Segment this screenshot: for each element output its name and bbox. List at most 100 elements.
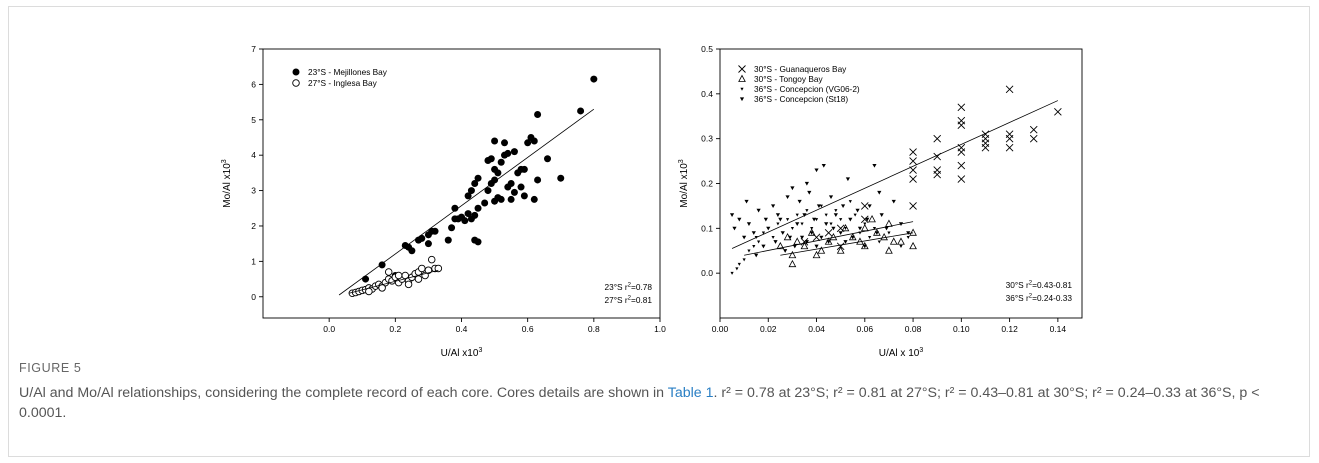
data-point [872,227,877,231]
data-point [471,211,479,219]
data-point [897,237,905,245]
data-point [790,227,794,231]
x-tick-label: 0.04 [808,324,825,334]
x-tick-label: 0.08 [905,324,922,334]
data-point [841,223,850,232]
data-point [464,192,472,200]
regression-line [348,269,439,294]
data-point [504,149,512,157]
data-point [751,231,756,235]
y-tick-label: 0.4 [701,89,713,99]
data-point [504,183,512,191]
data-point [534,110,542,118]
data-point [517,183,525,191]
y-tick-label: 1 [251,256,256,266]
data-point [461,217,469,225]
series-2 [348,255,443,297]
data-point [467,187,475,195]
data-point [885,219,893,227]
data-point [790,186,795,191]
data-point [434,264,443,273]
data-point [770,204,776,209]
data-point [909,202,917,210]
data-point [933,170,942,179]
data-point [763,217,768,222]
data-point [809,231,814,235]
data-point [909,148,917,156]
legend-label: 30°S - Guanaqueros Bay [754,64,847,74]
data-point [788,259,797,268]
data-point [807,190,812,195]
data-point [800,222,804,226]
data-point [800,241,809,250]
data-point [889,237,898,245]
data-point [860,223,869,232]
data-point [474,174,482,182]
data-point [860,241,869,250]
regression-line [338,108,595,296]
data-point [501,139,509,147]
data-point [510,188,518,196]
data-point [408,247,416,255]
data-point [1054,107,1062,116]
data-point [494,169,502,177]
data-point [839,218,843,222]
data-point [761,231,766,235]
data-point [737,217,742,222]
r2-annotation-value: =0.24-0.33 [1032,293,1072,303]
y-tick-label: 0.5 [701,44,713,54]
figure-caption: U/Al and Mo/Al relationships, considerin… [19,383,1289,423]
data-point [775,213,781,217]
data-point [865,217,870,222]
data-point [418,264,426,273]
data-point [1005,85,1014,94]
data-point [464,210,472,218]
x-axis-title: U/Al x 103 [879,347,924,359]
legend-marker [738,65,746,73]
data-point [384,268,393,276]
data-point [819,235,824,240]
data-point [845,177,851,182]
data-point [742,258,746,262]
x-tick-label: 0.06 [857,324,874,334]
data-point [510,148,518,156]
data-point [853,213,857,217]
data-point [776,241,785,250]
data-point [802,213,807,217]
data-point [362,275,370,283]
data-point [855,208,860,213]
data-point [780,231,785,235]
data-point [812,250,821,259]
data-point [909,241,917,250]
data-point [746,222,752,226]
data-point [812,233,821,242]
x-tick-label: 0.14 [1050,324,1067,334]
data-point [800,237,809,246]
x-tick-label: 0.8 [588,324,600,334]
r2-annotation-prefix: 36°S r [1006,293,1029,303]
data-point [451,204,459,212]
y-axis-title-text: Mo/Al x10 [222,163,233,208]
r2-annotation-prefix: 27°S r [605,295,628,305]
x-axis-title: U/Al x103 [441,347,483,359]
y-axis-title-sup: 3 [221,159,228,163]
data-point [891,199,896,204]
data-point [732,226,737,231]
x-tick-label: 0.10 [953,324,970,334]
data-point [874,231,879,235]
data-point [520,192,528,200]
data-point [776,222,780,226]
r2-annotation: 36°S r2=0.24-0.33 [1006,293,1073,303]
series-1 [800,85,1062,251]
chart-2: 0.00 0.02 0.04 0.06 0.08 0.10 0.12 0.14 0.0 0.1 0.… [678,44,1083,359]
data-point [788,250,797,259]
data-point [821,163,826,168]
x-tick-label: 0.0 [323,324,335,334]
data-point [880,232,888,241]
data-point [873,228,881,236]
legend-label: 23°S - Mejillones Bay [308,67,388,77]
data-point [756,208,761,213]
table-1-link[interactable]: Table 1 [667,385,714,401]
data-point [471,180,479,187]
